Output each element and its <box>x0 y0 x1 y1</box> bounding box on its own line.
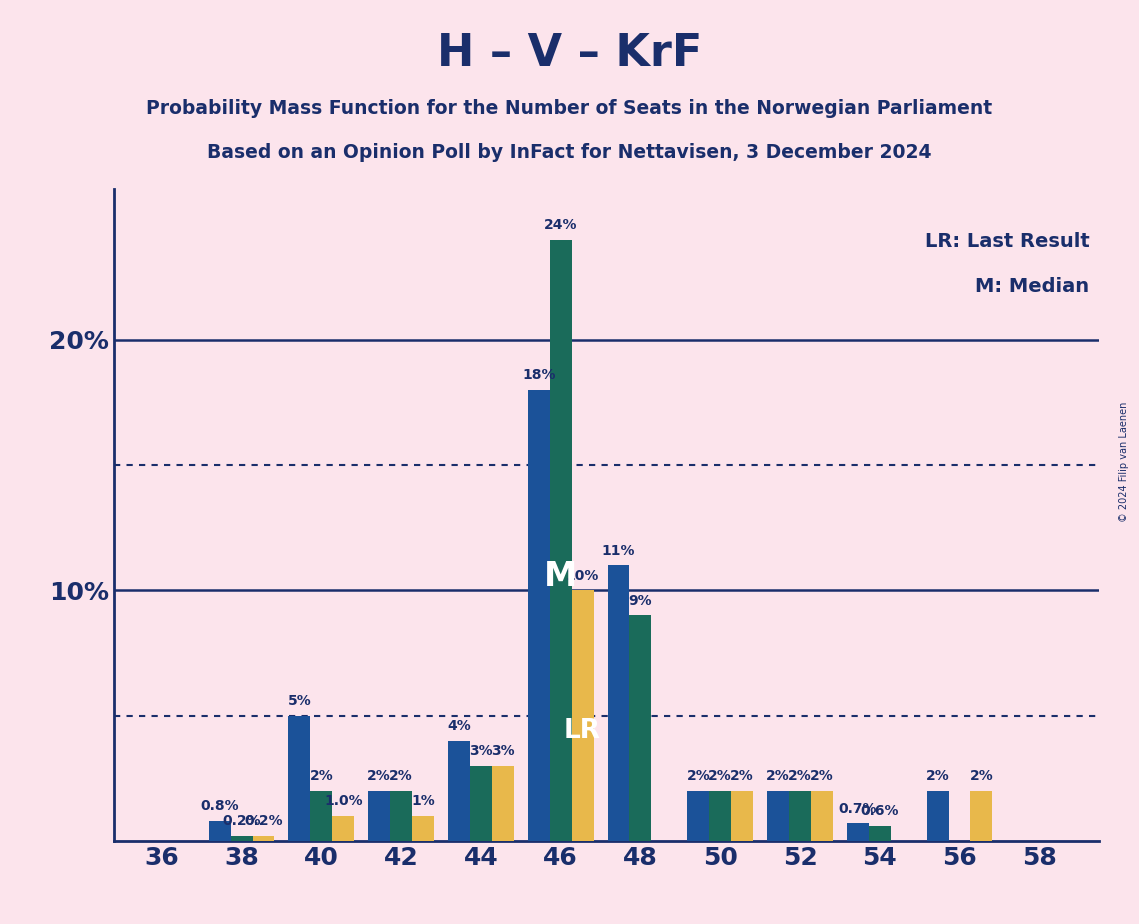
Bar <box>333 816 354 841</box>
Bar <box>288 715 310 841</box>
Bar <box>630 615 652 841</box>
Bar <box>731 791 753 841</box>
Text: 10%: 10% <box>566 569 599 583</box>
Text: 1%: 1% <box>411 795 435 808</box>
Text: 2%: 2% <box>687 769 710 784</box>
Bar <box>448 741 470 841</box>
Bar <box>208 821 230 841</box>
Bar <box>970 791 992 841</box>
Bar <box>368 791 391 841</box>
Bar <box>492 766 514 841</box>
Bar <box>846 823 869 841</box>
Text: 18%: 18% <box>522 369 556 383</box>
Text: 2%: 2% <box>788 769 812 784</box>
Text: LR: Last Result: LR: Last Result <box>925 232 1089 250</box>
Text: Probability Mass Function for the Number of Seats in the Norwegian Parliament: Probability Mass Function for the Number… <box>147 99 992 118</box>
Text: 0.7%: 0.7% <box>838 802 877 816</box>
Text: 5%: 5% <box>287 694 311 708</box>
Text: 0.2%: 0.2% <box>244 814 282 828</box>
Text: © 2024 Filip van Laenen: © 2024 Filip van Laenen <box>1120 402 1129 522</box>
Bar <box>572 590 593 841</box>
Bar <box>310 791 333 841</box>
Bar <box>607 565 630 841</box>
Text: 3%: 3% <box>469 744 493 759</box>
Text: 1.0%: 1.0% <box>323 795 362 808</box>
Text: 3%: 3% <box>491 744 515 759</box>
Text: M: M <box>544 560 577 593</box>
Text: 0.2%: 0.2% <box>222 814 261 828</box>
Bar <box>789 791 811 841</box>
Bar <box>230 836 253 841</box>
Text: 2%: 2% <box>730 769 754 784</box>
Text: H – V – KrF: H – V – KrF <box>437 32 702 76</box>
Bar <box>687 791 710 841</box>
Bar <box>527 390 550 841</box>
Text: M: Median: M: Median <box>975 277 1089 297</box>
Bar <box>470 766 492 841</box>
Text: 2%: 2% <box>969 769 993 784</box>
Text: 2%: 2% <box>390 769 413 784</box>
Bar <box>767 791 789 841</box>
Text: LR: LR <box>564 718 601 744</box>
Text: 2%: 2% <box>926 769 950 784</box>
Bar <box>412 816 434 841</box>
Text: 24%: 24% <box>544 218 577 232</box>
Bar <box>710 791 731 841</box>
Bar <box>811 791 833 841</box>
Bar <box>550 239 572 841</box>
Text: 2%: 2% <box>367 769 391 784</box>
Text: 2%: 2% <box>708 769 732 784</box>
Text: 11%: 11% <box>601 543 636 558</box>
Text: Based on an Opinion Poll by InFact for Nettavisen, 3 December 2024: Based on an Opinion Poll by InFact for N… <box>207 143 932 163</box>
Bar <box>869 826 891 841</box>
Text: 2%: 2% <box>767 769 790 784</box>
Text: 0.8%: 0.8% <box>200 799 239 813</box>
Text: 9%: 9% <box>629 594 653 608</box>
Bar <box>927 791 949 841</box>
Bar <box>253 836 274 841</box>
Text: 4%: 4% <box>446 719 470 733</box>
Bar <box>391 791 412 841</box>
Text: 2%: 2% <box>310 769 334 784</box>
Text: 2%: 2% <box>810 769 834 784</box>
Text: 0.6%: 0.6% <box>860 804 899 819</box>
